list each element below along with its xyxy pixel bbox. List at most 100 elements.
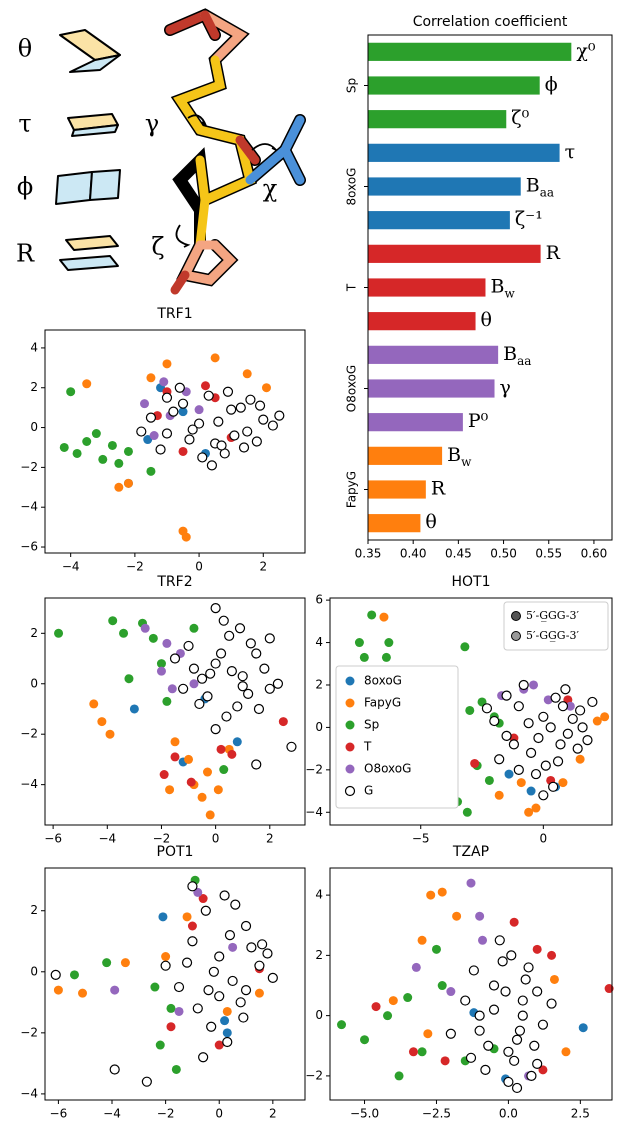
- edge-legend-marker: [511, 611, 521, 621]
- point: [242, 369, 252, 379]
- point: [537, 1019, 549, 1030]
- point: [557, 701, 569, 712]
- axes-frame: [367, 34, 613, 541]
- point: [245, 394, 256, 405]
- point: [229, 430, 240, 441]
- point: [532, 1058, 543, 1069]
- point: [503, 1046, 514, 1057]
- point: [246, 942, 257, 953]
- point: [234, 623, 246, 634]
- point: [587, 696, 598, 708]
- x-tick-label: 0.50: [490, 547, 517, 561]
- point: [379, 612, 389, 622]
- point: [503, 1076, 514, 1088]
- bar: [368, 379, 495, 398]
- point: [200, 905, 211, 916]
- x-tick-label: 0: [215, 1107, 223, 1121]
- point: [600, 712, 610, 722]
- point: [511, 1082, 523, 1094]
- point: [257, 939, 268, 950]
- point: [178, 446, 188, 456]
- point: [109, 1064, 120, 1075]
- point: [110, 985, 120, 995]
- point: [148, 633, 158, 643]
- y-tick-label: 2: [315, 677, 323, 691]
- point: [582, 735, 593, 746]
- point: [525, 747, 537, 758]
- x-tick-label: 0: [540, 832, 548, 846]
- point: [178, 407, 188, 417]
- x-tick-label: 2: [259, 560, 267, 574]
- point: [253, 703, 265, 715]
- point: [394, 1071, 404, 1081]
- point: [155, 1040, 165, 1050]
- x-tick-label: −5.0: [350, 1107, 379, 1121]
- point: [177, 398, 189, 409]
- point: [494, 754, 505, 765]
- point: [489, 715, 500, 727]
- point: [501, 730, 512, 741]
- point: [460, 995, 471, 1006]
- chart-title: Correlation coefficient: [413, 14, 568, 30]
- point: [518, 679, 529, 691]
- point: [193, 418, 205, 429]
- point: [575, 754, 585, 764]
- point: [183, 640, 194, 652]
- point: [517, 1010, 528, 1021]
- point: [403, 993, 413, 1003]
- point: [259, 663, 270, 674]
- point: [160, 960, 171, 971]
- point: [192, 1003, 203, 1014]
- point: [437, 981, 447, 991]
- point: [167, 684, 177, 694]
- label-phi: ϕ: [17, 173, 33, 201]
- legend-marker: [345, 764, 355, 774]
- bar-label: R: [546, 242, 561, 264]
- point: [484, 775, 494, 785]
- label-r: R: [16, 240, 35, 268]
- point: [520, 974, 531, 985]
- bar-label: Baa: [526, 175, 554, 200]
- point: [264, 633, 275, 644]
- point: [262, 948, 273, 959]
- point: [189, 679, 199, 689]
- point: [102, 958, 112, 968]
- label-chi: χ: [263, 175, 278, 203]
- point: [140, 399, 150, 409]
- bar: [368, 244, 541, 263]
- point: [197, 452, 208, 463]
- legend-marker: [345, 676, 355, 686]
- bar-label: Bw: [490, 276, 515, 301]
- point: [254, 988, 264, 998]
- point: [219, 890, 230, 901]
- legend-label: T: [363, 740, 372, 754]
- y-tick-label: −2: [305, 762, 323, 776]
- point: [220, 1016, 230, 1026]
- point: [562, 728, 573, 739]
- point: [219, 765, 229, 775]
- axes-frame: [44, 867, 306, 1101]
- point: [254, 960, 265, 971]
- point: [166, 1003, 176, 1013]
- point: [203, 390, 214, 401]
- point: [548, 781, 559, 792]
- point: [408, 1047, 418, 1057]
- x-tick-label: 2.5: [571, 1107, 590, 1121]
- x-tick-label: −2: [126, 560, 144, 574]
- point: [59, 442, 69, 452]
- point: [474, 1010, 485, 1021]
- point: [196, 673, 208, 684]
- point: [198, 1052, 209, 1063]
- point: [278, 717, 288, 727]
- y-tick-label: 0: [315, 720, 323, 734]
- point: [82, 437, 92, 446]
- point: [194, 698, 205, 710]
- legend-label: 8oxoG: [364, 674, 402, 688]
- legend-label: O8oxoG: [364, 762, 411, 776]
- bar-label: Bw: [447, 444, 472, 469]
- point: [184, 434, 195, 445]
- point: [123, 478, 133, 488]
- bar: [368, 413, 463, 432]
- point: [141, 1076, 152, 1087]
- point: [538, 711, 549, 722]
